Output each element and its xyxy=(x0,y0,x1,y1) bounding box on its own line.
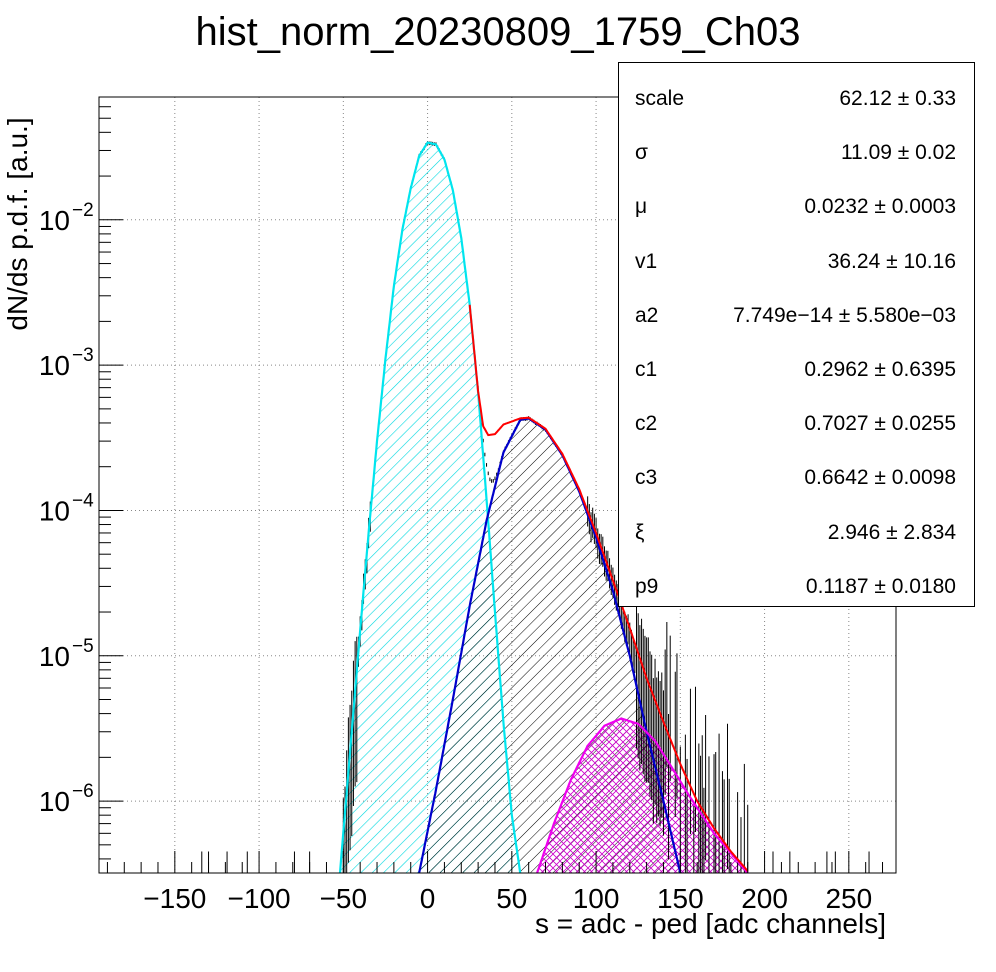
stat-key: c1 xyxy=(635,358,658,381)
fit-stats-box: scale 62.12 ± 0.33 σ 11.09 ± 0.02 μ 0.0232 ± … xyxy=(618,62,975,607)
stat-value: 0.6642 ± 0.0098 xyxy=(804,466,956,490)
stat-key: v1 xyxy=(635,249,658,273)
y-tick-exponent: −2 xyxy=(72,200,94,221)
x-tick-label: −50 xyxy=(320,883,368,914)
y-tick-exponent: −5 xyxy=(72,636,94,657)
fit-curve xyxy=(536,717,749,873)
stat-row: μ 0.0232 ± 0.0003 xyxy=(619,179,974,233)
y-tick-label: 10 xyxy=(39,786,70,817)
x-tick-label: 0 xyxy=(420,883,436,914)
stat-value: 62.12 ± 0.33 xyxy=(839,87,956,110)
stat-value: 0.2962 ± 0.6395 xyxy=(804,358,956,381)
component-fill xyxy=(537,718,748,873)
stat-key: μ xyxy=(635,195,648,219)
y-axis-label: dN/ds p.d.f. [a.u.] xyxy=(2,117,33,331)
stat-row: p9 0.1187 ± 0.0180 xyxy=(619,559,974,613)
stat-row: scale 62.12 ± 0.33 xyxy=(619,71,974,125)
stat-key: c3 xyxy=(635,466,658,490)
y-tick-label: 10 xyxy=(39,495,70,526)
stat-key: p9 xyxy=(635,574,659,598)
stat-row: σ 11.09 ± 0.02 xyxy=(619,125,974,179)
x-tick-label: 50 xyxy=(496,883,527,914)
x-tick-label: 150 xyxy=(657,883,704,914)
x-tick-label: −150 xyxy=(143,883,206,914)
y-tick-label: 10 xyxy=(39,350,70,381)
stat-value: 7.749e−14 ± 5.580e−03 xyxy=(733,303,956,327)
stat-row: a2 7.749e−14 ± 5.580e−03 xyxy=(619,288,974,342)
x-tick-label: 100 xyxy=(573,883,620,914)
stat-row: v1 36.24 ± 10.16 xyxy=(619,234,974,288)
stat-value: 11.09 ± 0.02 xyxy=(840,141,956,165)
stat-row: c3 0.6642 ± 0.0098 xyxy=(619,450,974,504)
y-tick-label: 10 xyxy=(39,205,70,236)
stat-row: c1 0.2962 ± 0.6395 xyxy=(619,342,974,396)
stat-key: scale xyxy=(635,87,685,110)
stat-value: 0.7027 ± 0.0255 xyxy=(804,412,956,436)
x-tick-label: 200 xyxy=(741,883,788,914)
x-axis-label: s = adc - ped [adc channels] xyxy=(535,908,886,939)
stat-key: a2 xyxy=(635,303,659,327)
x-tick-label: 250 xyxy=(825,883,872,914)
stat-row: c2 0.7027 ± 0.0255 xyxy=(619,396,974,450)
y-tick-exponent: −4 xyxy=(72,490,94,511)
stat-value: 36.24 ± 10.16 xyxy=(827,249,956,273)
chart-title: hist_norm_20230809_1759_Ch03 xyxy=(195,10,801,54)
stat-key: c2 xyxy=(635,412,658,436)
fit-curves xyxy=(338,141,749,873)
stat-value: 2.946 ± 2.834 xyxy=(827,520,956,544)
axes: −150 −100 −50 0 50 100 150 200 25010−210−310−410… xyxy=(39,96,884,914)
stat-value: 0.0232 ± 0.0003 xyxy=(804,195,956,219)
stat-row: ξ 2.946 ± 2.834 xyxy=(619,505,974,559)
y-tick-label: 10 xyxy=(39,641,70,672)
stat-key: ξ xyxy=(635,520,645,544)
y-tick-exponent: −6 xyxy=(72,781,94,802)
stat-value: 0.1187 ± 0.0180 xyxy=(805,574,956,598)
fit-curve xyxy=(338,141,522,873)
stat-key: σ xyxy=(635,141,648,165)
x-tick-label: −100 xyxy=(228,883,291,914)
fit-curve xyxy=(468,304,749,872)
y-tick-exponent: −3 xyxy=(72,345,94,366)
